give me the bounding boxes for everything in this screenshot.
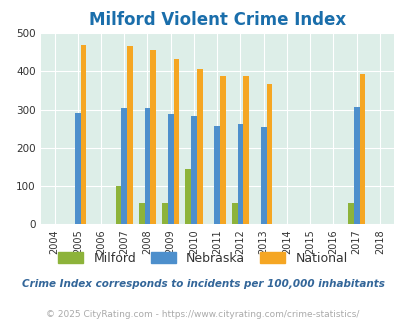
Bar: [243, 76, 249, 224]
Legend: Milford, Nebraska, National: Milford, Nebraska, National: [53, 247, 352, 270]
Bar: [81, 45, 86, 224]
Bar: [144, 108, 150, 224]
Bar: [359, 74, 364, 224]
Bar: [75, 114, 81, 224]
Bar: [121, 108, 127, 224]
Bar: [353, 107, 359, 224]
Bar: [191, 116, 196, 224]
Title: Milford Violent Crime Index: Milford Violent Crime Index: [88, 11, 345, 29]
Bar: [150, 50, 156, 224]
Bar: [220, 76, 225, 224]
Bar: [196, 69, 202, 224]
Bar: [127, 46, 133, 224]
Bar: [237, 124, 243, 224]
Bar: [266, 84, 272, 224]
Bar: [115, 186, 121, 224]
Bar: [347, 203, 353, 224]
Bar: [214, 126, 220, 224]
Bar: [167, 114, 173, 224]
Bar: [162, 203, 167, 224]
Bar: [185, 169, 191, 224]
Bar: [260, 127, 266, 224]
Text: Crime Index corresponds to incidents per 100,000 inhabitants: Crime Index corresponds to incidents per…: [21, 279, 384, 289]
Text: © 2025 CityRating.com - https://www.cityrating.com/crime-statistics/: © 2025 CityRating.com - https://www.city…: [46, 310, 359, 319]
Bar: [139, 203, 144, 224]
Bar: [231, 203, 237, 224]
Bar: [173, 59, 179, 224]
